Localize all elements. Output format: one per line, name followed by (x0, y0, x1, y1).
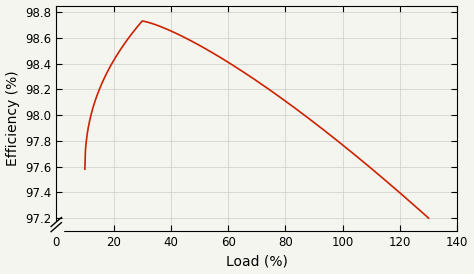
X-axis label: Load (%): Load (%) (226, 255, 288, 269)
Bar (50, 222, 63, 233)
Y-axis label: Efficiency (%): Efficiency (%) (6, 70, 19, 166)
